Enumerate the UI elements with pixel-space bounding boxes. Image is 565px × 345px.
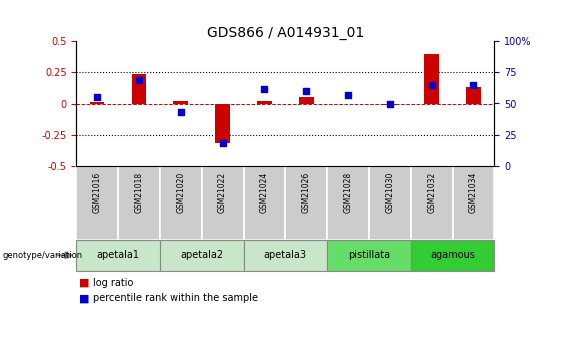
Text: percentile rank within the sample: percentile rank within the sample (93, 294, 258, 303)
Bar (76, 166, 118, 240)
Title: GDS866 / A014931_01: GDS866 / A014931_01 (207, 26, 364, 40)
Bar (466, 87, 481, 104)
Point (302, 88, 311, 94)
Bar (202, 166, 244, 240)
Text: GSM21030: GSM21030 (385, 171, 394, 213)
Point (344, 92, 353, 98)
Text: apetala1: apetala1 (97, 250, 140, 260)
Point (385, 101, 394, 106)
Point (93, 95, 102, 100)
Text: genotype/variation: genotype/variation (3, 251, 83, 260)
Bar (411, 166, 453, 240)
Bar (173, 101, 188, 104)
Text: GSM21024: GSM21024 (260, 171, 269, 213)
Bar (327, 240, 411, 271)
Text: GSM21020: GSM21020 (176, 171, 185, 213)
Text: pistillata: pistillata (348, 250, 390, 260)
Text: ■: ■ (79, 278, 90, 288)
Point (176, 109, 185, 115)
Bar (132, 74, 146, 104)
Text: apetala2: apetala2 (180, 250, 223, 260)
Bar (453, 166, 494, 240)
Text: agamous: agamous (430, 250, 475, 260)
Point (260, 86, 269, 91)
Text: GSM21026: GSM21026 (302, 171, 311, 213)
Point (469, 82, 478, 88)
Text: GSM21016: GSM21016 (93, 171, 102, 213)
Text: GSM21018: GSM21018 (134, 171, 144, 213)
Text: ■: ■ (79, 294, 90, 303)
Bar (369, 166, 411, 240)
Bar (215, 104, 230, 143)
Bar (327, 166, 369, 240)
Bar (160, 166, 202, 240)
Bar (411, 240, 494, 271)
Bar (424, 54, 439, 104)
Bar (257, 101, 272, 104)
Point (218, 140, 227, 146)
Bar (118, 166, 160, 240)
Text: GSM21028: GSM21028 (344, 171, 353, 213)
Text: log ratio: log ratio (93, 278, 133, 288)
Bar (244, 166, 285, 240)
Bar (383, 104, 397, 105)
Text: apetala3: apetala3 (264, 250, 307, 260)
Bar (90, 102, 105, 103)
Text: GSM21022: GSM21022 (218, 171, 227, 213)
Bar (299, 97, 314, 104)
Point (427, 82, 436, 88)
Bar (160, 240, 244, 271)
Bar (244, 240, 327, 271)
Text: GSM21034: GSM21034 (469, 171, 478, 213)
Bar (285, 166, 327, 240)
Bar (76, 240, 160, 271)
Text: GSM21032: GSM21032 (427, 171, 436, 213)
Point (134, 77, 144, 83)
